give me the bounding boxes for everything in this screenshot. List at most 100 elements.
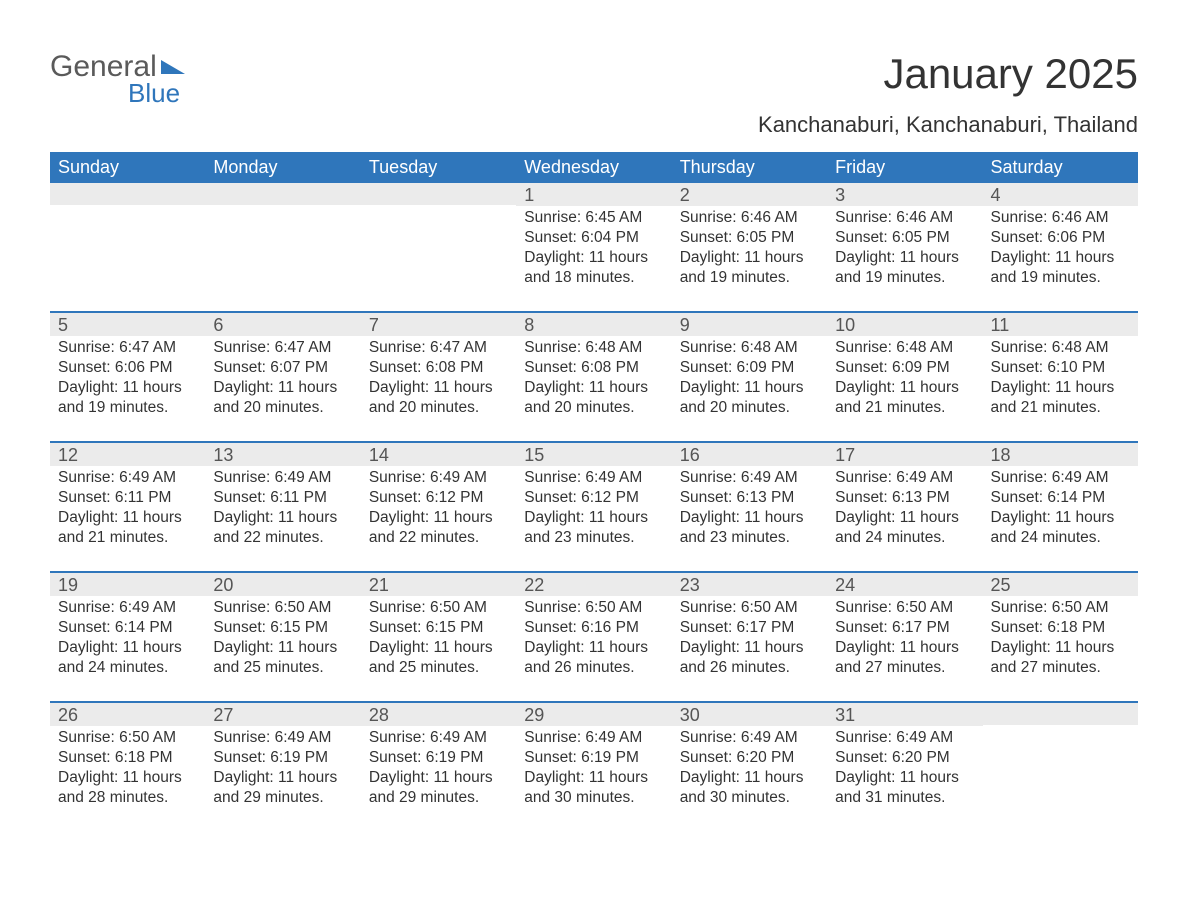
day-details: Sunrise: 6:46 AMSunset: 6:06 PMDaylight:… <box>983 206 1138 289</box>
day-number: 11 <box>983 313 1138 336</box>
day-cell: 27Sunrise: 6:49 AMSunset: 6:19 PMDayligh… <box>205 703 360 831</box>
daylight-text-1: Daylight: 11 hours <box>524 768 663 788</box>
daylight-text-1: Daylight: 11 hours <box>835 378 974 398</box>
day-number: 1 <box>516 183 671 206</box>
sunset-text: Sunset: 6:05 PM <box>680 228 819 248</box>
day-number: 29 <box>516 703 671 726</box>
daylight-text-2: and 18 minutes. <box>524 268 663 288</box>
dow-friday: Friday <box>827 152 982 183</box>
sunset-text: Sunset: 6:10 PM <box>991 358 1130 378</box>
day-number: 30 <box>672 703 827 726</box>
day-details: Sunrise: 6:46 AMSunset: 6:05 PMDaylight:… <box>672 206 827 289</box>
daylight-text-2: and 29 minutes. <box>213 788 352 808</box>
day-details: Sunrise: 6:47 AMSunset: 6:07 PMDaylight:… <box>205 336 360 419</box>
sunrise-text: Sunrise: 6:46 AM <box>680 208 819 228</box>
day-cell: 7Sunrise: 6:47 AMSunset: 6:08 PMDaylight… <box>361 313 516 441</box>
day-details: Sunrise: 6:49 AMSunset: 6:14 PMDaylight:… <box>983 466 1138 549</box>
daylight-text-1: Daylight: 11 hours <box>835 638 974 658</box>
sunrise-text: Sunrise: 6:49 AM <box>369 468 508 488</box>
daylight-text-1: Daylight: 11 hours <box>213 508 352 528</box>
daylight-text-2: and 23 minutes. <box>680 528 819 548</box>
sunset-text: Sunset: 6:11 PM <box>58 488 197 508</box>
day-details: Sunrise: 6:47 AMSunset: 6:06 PMDaylight:… <box>50 336 205 419</box>
flag-icon <box>161 60 185 74</box>
day-cell: 5Sunrise: 6:47 AMSunset: 6:06 PMDaylight… <box>50 313 205 441</box>
daylight-text-1: Daylight: 11 hours <box>680 508 819 528</box>
sunset-text: Sunset: 6:19 PM <box>524 748 663 768</box>
daylight-text-2: and 31 minutes. <box>835 788 974 808</box>
day-details: Sunrise: 6:49 AMSunset: 6:11 PMDaylight:… <box>50 466 205 549</box>
sunrise-text: Sunrise: 6:48 AM <box>680 338 819 358</box>
daylight-text-2: and 20 minutes. <box>369 398 508 418</box>
sunset-text: Sunset: 6:09 PM <box>680 358 819 378</box>
daylight-text-1: Daylight: 11 hours <box>680 248 819 268</box>
daylight-text-2: and 26 minutes. <box>680 658 819 678</box>
daylight-text-1: Daylight: 11 hours <box>680 378 819 398</box>
day-details: Sunrise: 6:49 AMSunset: 6:12 PMDaylight:… <box>361 466 516 549</box>
sunset-text: Sunset: 6:15 PM <box>213 618 352 638</box>
daylight-text-1: Daylight: 11 hours <box>991 378 1130 398</box>
sunrise-text: Sunrise: 6:49 AM <box>680 728 819 748</box>
day-details: Sunrise: 6:50 AMSunset: 6:17 PMDaylight:… <box>827 596 982 679</box>
day-number <box>205 183 360 205</box>
sunset-text: Sunset: 6:07 PM <box>213 358 352 378</box>
calendar: Sunday Monday Tuesday Wednesday Thursday… <box>50 152 1138 831</box>
daylight-text-1: Daylight: 11 hours <box>991 248 1130 268</box>
day-cell: 1Sunrise: 6:45 AMSunset: 6:04 PMDaylight… <box>516 183 671 311</box>
day-number: 25 <box>983 573 1138 596</box>
day-number <box>361 183 516 205</box>
sunset-text: Sunset: 6:11 PM <box>213 488 352 508</box>
day-number: 7 <box>361 313 516 336</box>
sunset-text: Sunset: 6:15 PM <box>369 618 508 638</box>
day-cell: 20Sunrise: 6:50 AMSunset: 6:15 PMDayligh… <box>205 573 360 701</box>
day-cell: 16Sunrise: 6:49 AMSunset: 6:13 PMDayligh… <box>672 443 827 571</box>
day-number: 28 <box>361 703 516 726</box>
title-block: January 2025 Kanchanaburi, Kanchanaburi,… <box>758 50 1138 138</box>
daylight-text-2: and 21 minutes. <box>835 398 974 418</box>
daylight-text-1: Daylight: 11 hours <box>991 638 1130 658</box>
day-cell: 17Sunrise: 6:49 AMSunset: 6:13 PMDayligh… <box>827 443 982 571</box>
day-number: 22 <box>516 573 671 596</box>
day-cell: 26Sunrise: 6:50 AMSunset: 6:18 PMDayligh… <box>50 703 205 831</box>
sunset-text: Sunset: 6:08 PM <box>369 358 508 378</box>
daylight-text-2: and 25 minutes. <box>213 658 352 678</box>
day-number: 14 <box>361 443 516 466</box>
logo: General Blue <box>50 50 185 109</box>
day-cell: 8Sunrise: 6:48 AMSunset: 6:08 PMDaylight… <box>516 313 671 441</box>
sunrise-text: Sunrise: 6:49 AM <box>835 728 974 748</box>
day-number: 21 <box>361 573 516 596</box>
day-details: Sunrise: 6:49 AMSunset: 6:13 PMDaylight:… <box>827 466 982 549</box>
sunset-text: Sunset: 6:13 PM <box>680 488 819 508</box>
dow-tuesday: Tuesday <box>361 152 516 183</box>
week-row: 26Sunrise: 6:50 AMSunset: 6:18 PMDayligh… <box>50 701 1138 831</box>
day-number: 13 <box>205 443 360 466</box>
daylight-text-1: Daylight: 11 hours <box>58 768 197 788</box>
day-details: Sunrise: 6:49 AMSunset: 6:19 PMDaylight:… <box>205 726 360 809</box>
sunrise-text: Sunrise: 6:49 AM <box>58 598 197 618</box>
day-number: 6 <box>205 313 360 336</box>
sunrise-text: Sunrise: 6:50 AM <box>524 598 663 618</box>
daylight-text-2: and 29 minutes. <box>369 788 508 808</box>
sunrise-text: Sunrise: 6:50 AM <box>369 598 508 618</box>
sunrise-text: Sunrise: 6:50 AM <box>991 598 1130 618</box>
daylight-text-1: Daylight: 11 hours <box>524 248 663 268</box>
day-details: Sunrise: 6:48 AMSunset: 6:09 PMDaylight:… <box>672 336 827 419</box>
sunset-text: Sunset: 6:17 PM <box>835 618 974 638</box>
page-title: January 2025 <box>758 50 1138 98</box>
daylight-text-1: Daylight: 11 hours <box>680 768 819 788</box>
day-details: Sunrise: 6:49 AMSunset: 6:20 PMDaylight:… <box>672 726 827 809</box>
daylight-text-2: and 27 minutes. <box>835 658 974 678</box>
sunset-text: Sunset: 6:17 PM <box>680 618 819 638</box>
day-number: 9 <box>672 313 827 336</box>
day-details: Sunrise: 6:50 AMSunset: 6:17 PMDaylight:… <box>672 596 827 679</box>
sunset-text: Sunset: 6:18 PM <box>991 618 1130 638</box>
sunset-text: Sunset: 6:04 PM <box>524 228 663 248</box>
sunrise-text: Sunrise: 6:45 AM <box>524 208 663 228</box>
daylight-text-1: Daylight: 11 hours <box>369 768 508 788</box>
dow-monday: Monday <box>205 152 360 183</box>
day-details: Sunrise: 6:45 AMSunset: 6:04 PMDaylight:… <box>516 206 671 289</box>
daylight-text-1: Daylight: 11 hours <box>213 638 352 658</box>
day-details: Sunrise: 6:49 AMSunset: 6:20 PMDaylight:… <box>827 726 982 809</box>
daylight-text-2: and 22 minutes. <box>369 528 508 548</box>
day-cell: 22Sunrise: 6:50 AMSunset: 6:16 PMDayligh… <box>516 573 671 701</box>
